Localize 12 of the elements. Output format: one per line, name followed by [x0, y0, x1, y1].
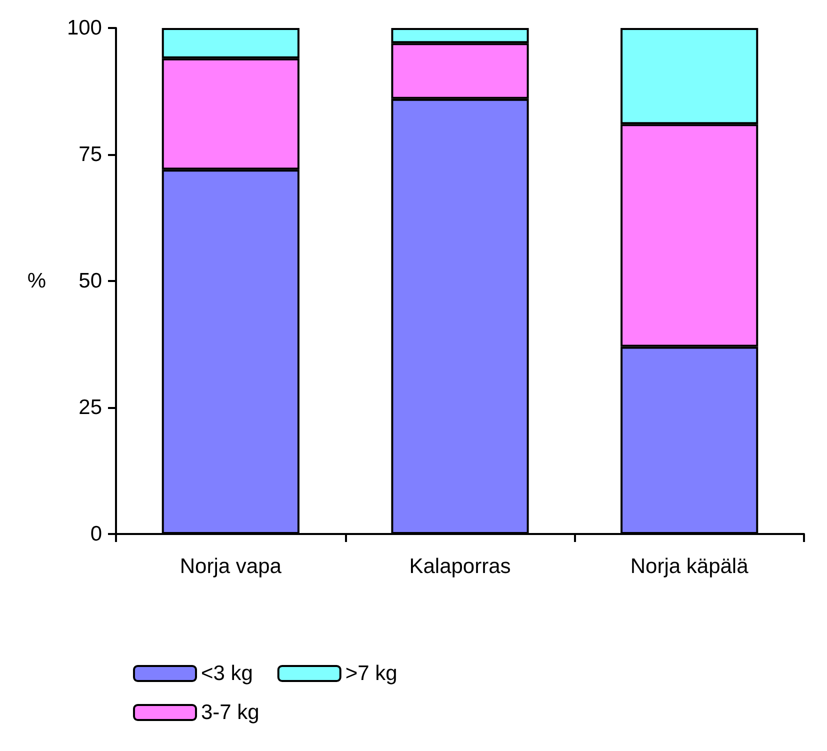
y-axis-title: %	[27, 270, 46, 292]
x-tick-label: Kalaporras	[409, 555, 511, 578]
y-tick-label: 100	[66, 16, 102, 40]
x-tick-label: Norja vapa	[180, 555, 282, 578]
legend-label: >7 kg	[345, 662, 398, 685]
legend-label: 3-7 kg	[201, 701, 260, 724]
y-tick-label: 75	[78, 143, 102, 166]
y-tick-label: 0	[90, 522, 102, 546]
y-tick-label: 25	[78, 396, 102, 419]
y-tick-label: 50	[78, 270, 102, 292]
legend-label: <3 kg	[201, 662, 253, 685]
x-tick-label: Norja käpälä	[630, 555, 749, 578]
